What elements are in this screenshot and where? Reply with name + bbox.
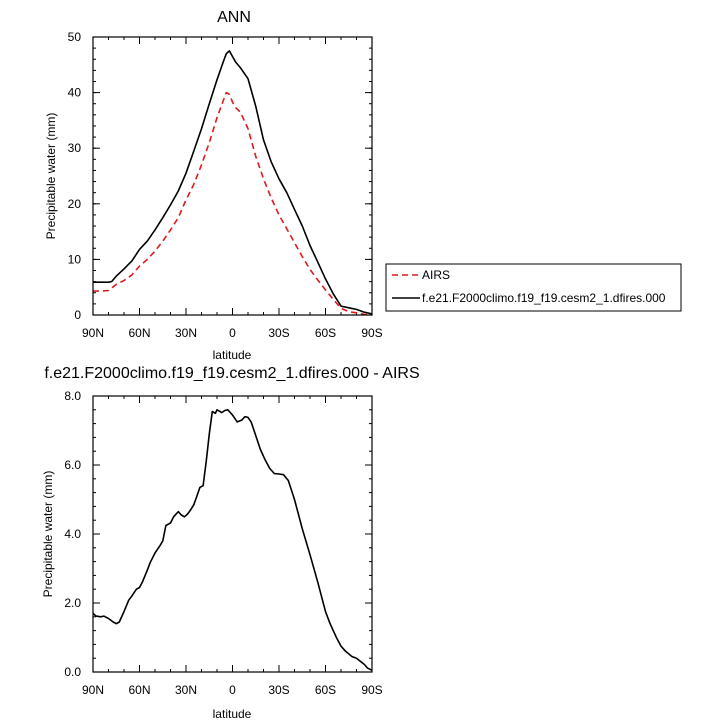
- top-panel-title: ANN: [217, 9, 251, 26]
- x-tick-label: 60N: [128, 683, 150, 697]
- x-tick-label: 0: [229, 683, 236, 697]
- x-tick-label: 30S: [268, 326, 289, 340]
- top-panel-y-axis-label: Precipitable water (mm): [44, 113, 58, 240]
- x-tick-label: 90N: [82, 326, 104, 340]
- x-tick-label: 30N: [175, 326, 197, 340]
- y-tick-label: 40: [68, 86, 82, 100]
- x-tick-label: 30N: [175, 683, 197, 697]
- plot-frame: [92, 395, 373, 673]
- x-tick-label: 90S: [361, 326, 382, 340]
- series-line-airs: [93, 91, 373, 316]
- series-line-model: [93, 50, 373, 315]
- top-panel: ANN latitude Precipitable water (mm) 90N…: [44, 9, 383, 362]
- y-tick-label: 2.0: [64, 596, 81, 610]
- series-line-difference: [92, 408, 373, 672]
- legend-label-model: f.e21.F2000climo.f19_f19.cesm2_1.dfires.…: [422, 291, 666, 305]
- y-tick-label: 0.0: [64, 665, 81, 679]
- bottom-panel-x-axis-label: latitude: [213, 707, 252, 721]
- y-tick-label: 4.0: [64, 527, 81, 541]
- x-tick-label: 60S: [315, 326, 336, 340]
- x-tick-label: 60S: [315, 683, 336, 697]
- top-panel-plot-area: 90N 60N 30N 0 30S 60S 90S 0 10 20 30 40 50: [68, 30, 383, 340]
- legend-box: [385, 263, 682, 312]
- x-tick-label: 90N: [82, 683, 104, 697]
- y-tick-label: 6.0: [64, 458, 81, 472]
- bottom-panel-y-axis-label: Precipitable water (mm): [41, 471, 55, 598]
- bottom-panel-title: f.e21.F2000climo.f19_f19.cesm2_1.dfires.…: [44, 365, 419, 382]
- top-panel-x-axis-label: latitude: [213, 348, 252, 362]
- y-tick-label: 50: [68, 30, 82, 44]
- x-tick-label: 30S: [268, 683, 289, 697]
- y-tick-label: 10: [68, 252, 82, 266]
- plot-frame: [92, 36, 373, 316]
- y-tick-label: 0: [74, 308, 81, 322]
- y-tick-label: 20: [68, 197, 82, 211]
- legend-label-airs: AIRS: [422, 268, 450, 282]
- y-tick-label: 30: [68, 141, 82, 155]
- legend: AIRS f.e21.F2000climo.f19_f19.cesm2_1.df…: [385, 263, 682, 312]
- bottom-panel: f.e21.F2000climo.f19_f19.cesm2_1.dfires.…: [41, 365, 420, 721]
- x-tick-label: 90S: [361, 683, 382, 697]
- bottom-panel-plot-area: 90N 60N 30N 0 30S 60S 90S 0.0 2.0 4.0 6.0 8.0: [64, 389, 382, 697]
- x-tick-label: 60N: [128, 326, 150, 340]
- x-tick-label: 0: [229, 326, 236, 340]
- y-tick-label: 8.0: [64, 389, 81, 403]
